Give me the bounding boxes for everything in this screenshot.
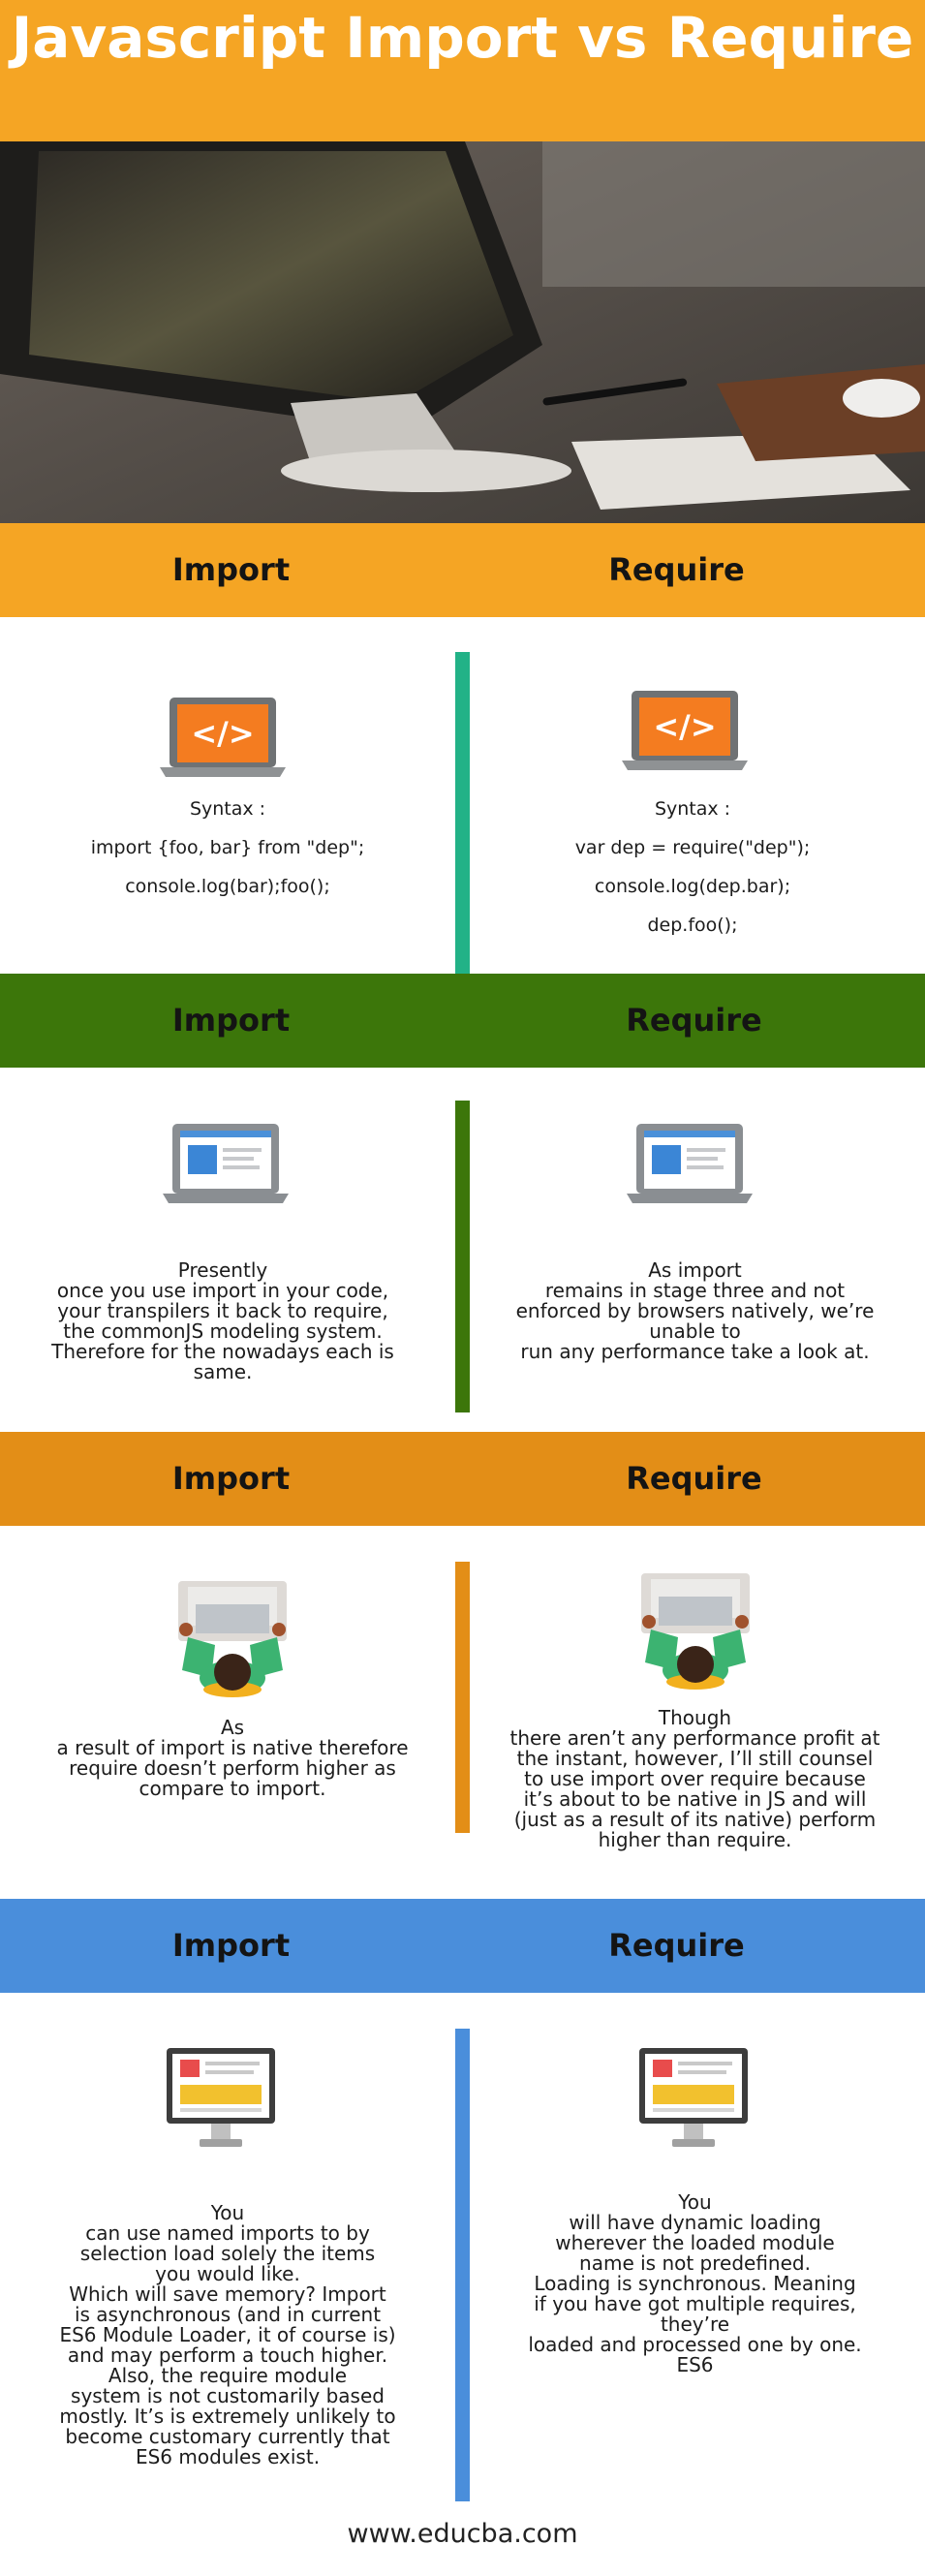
- section-2-right-text: As import remains in stage three and not…: [515, 1258, 875, 1363]
- svg-text:</>: </>: [191, 715, 254, 752]
- section-2-divider: [455, 1101, 470, 1412]
- section-3-left-text: As a result of import is native therefor…: [56, 1716, 409, 1800]
- svg-text:</>: </>: [653, 708, 716, 745]
- section-2-left-text: Presently once you use import in your co…: [51, 1258, 394, 1383]
- section-3-divider: [455, 1562, 470, 1833]
- section-2-left-header: Import: [171, 1002, 291, 1039]
- section-4-header: Import Require: [0, 1899, 925, 1993]
- section-1-divider: [455, 652, 470, 974]
- code-laptop-icon: </>: [622, 691, 748, 770]
- desktop-monitor-icon: [167, 2048, 275, 2147]
- laptop-window-icon: [163, 1124, 289, 1203]
- section-4-right-text: You will have dynamic loading wherever t…: [528, 2190, 862, 2376]
- section-4-left-header: Import: [171, 1927, 291, 1964]
- laptop-window-icon: [627, 1124, 753, 1203]
- code-laptop-icon: </>: [160, 698, 286, 777]
- footer-url: www.educba.com: [347, 2519, 578, 2549]
- section-1-right-header: Require: [608, 551, 745, 588]
- page-title: Javascript Import vs Require: [11, 5, 914, 71]
- title-band: [0, 0, 925, 141]
- desktop-monitor-icon: [639, 2048, 748, 2147]
- section-1-header: Import Require: [0, 523, 925, 617]
- person-at-laptop-icon: [641, 1573, 750, 1690]
- section-1-left-header: Import: [171, 551, 291, 588]
- section-1-right-text: Syntax : var dep = require("dep"); conso…: [574, 798, 811, 936]
- person-at-laptop-icon: [178, 1581, 287, 1697]
- section-4-right-header: Require: [608, 1927, 745, 1964]
- section-3-header: Import Require: [0, 1432, 925, 1526]
- section-4-left-text: You can use named imports to by selectio…: [59, 2201, 396, 2468]
- section-3-left-header: Import: [171, 1460, 291, 1497]
- section-3-right-header: Require: [626, 1460, 762, 1497]
- hero-image: [0, 141, 925, 523]
- section-4-divider: [455, 2029, 470, 2501]
- section-3-right-text: Though there aren’t any performance prof…: [509, 1706, 880, 1851]
- section-1-left-text: Syntax : import {foo, bar} from "dep"; c…: [90, 798, 365, 897]
- section-2-right-header: Require: [626, 1002, 762, 1039]
- section-2-header: Import Require: [0, 974, 925, 1068]
